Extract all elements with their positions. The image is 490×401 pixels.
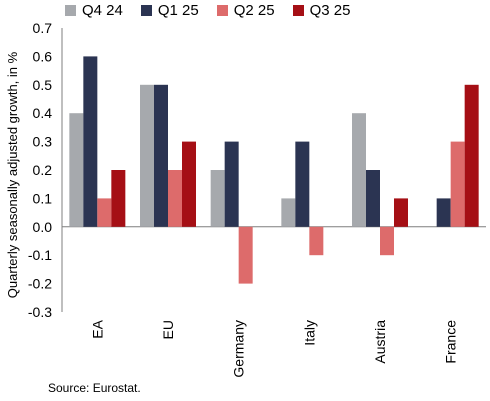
y-tick-label: 0.1: [33, 190, 53, 206]
x-category-label: Germany: [231, 320, 247, 378]
y-tick-label: -0.3: [28, 304, 52, 320]
x-category-label: EA: [89, 319, 105, 338]
legend-swatch-q2-25: [216, 5, 228, 16]
y-tick-label: 0.5: [33, 77, 53, 93]
x-category-label: EU: [160, 320, 176, 339]
bar-austria-q2-25: [380, 226, 394, 256]
bar-eu-q1-25: [154, 84, 168, 227]
y-tick-label: -0.2: [28, 276, 52, 292]
legend-item-q2-25: Q2 25: [216, 2, 275, 19]
y-axis-title: Quarterly seasonally adjusted growth, in…: [5, 51, 20, 298]
bar-eu-q2-25: [168, 170, 182, 227]
bar-germany-q1-25: [224, 141, 239, 227]
legend-item-q3-25: Q3 25: [292, 2, 351, 19]
y-tick-label: 0.4: [33, 105, 53, 121]
bar-france-q1-25: [436, 198, 451, 227]
chart-legend: Q4 24 Q1 25 Q2 25 Q3 25: [65, 2, 351, 19]
legend-label-q2-25: Q2 25: [233, 2, 275, 19]
legend-item-q4-24: Q4 24: [65, 2, 123, 19]
legend-label-q4-24: Q4 24: [82, 2, 123, 19]
y-tick-label: 0.0: [33, 219, 53, 235]
x-category-label: Austria: [372, 320, 388, 364]
bar-france-q2-25: [450, 141, 465, 227]
bar-ea-q1-25: [83, 56, 98, 227]
legend-label-q3-25: Q3 25: [309, 2, 351, 19]
bar-germany-q2-25: [238, 226, 253, 284]
bar-austria-q3-25: [394, 198, 408, 227]
legend-item-q1-25: Q1 25: [140, 2, 199, 19]
bar-ea-q4-24: [69, 113, 84, 227]
x-category-label: France: [443, 320, 459, 364]
legend-swatch-q4-24: [65, 5, 76, 16]
bar-austria-q4-24: [352, 113, 366, 227]
y-tick-label: 0.6: [33, 48, 53, 64]
bar-eu-q4-24: [140, 84, 154, 227]
source-note: Source: Eurostat.: [48, 381, 141, 395]
legend-label-q1-25: Q1 25: [157, 2, 199, 19]
bar-eu-q3-25: [182, 141, 196, 227]
bar-france-q3-25: [464, 84, 479, 227]
legend-swatch-q3-25: [292, 5, 304, 16]
bar-italy-q2-25: [309, 226, 324, 256]
bar-germany-q4-24: [210, 170, 225, 227]
y-tick-label: 0.7: [33, 20, 53, 36]
bar-italy-q4-24: [281, 198, 296, 227]
y-tick-label: 0.2: [33, 162, 53, 178]
x-category-label: Italy: [301, 320, 317, 346]
bar-italy-q1-25: [295, 141, 310, 227]
bar-ea-q2-25: [97, 198, 112, 227]
bar-austria-q1-25: [366, 170, 380, 227]
y-tick-label: 0.3: [33, 134, 53, 150]
legend-swatch-q1-25: [140, 5, 152, 16]
bar-ea-q3-25: [111, 170, 126, 227]
y-tick-label: -0.1: [28, 247, 52, 263]
